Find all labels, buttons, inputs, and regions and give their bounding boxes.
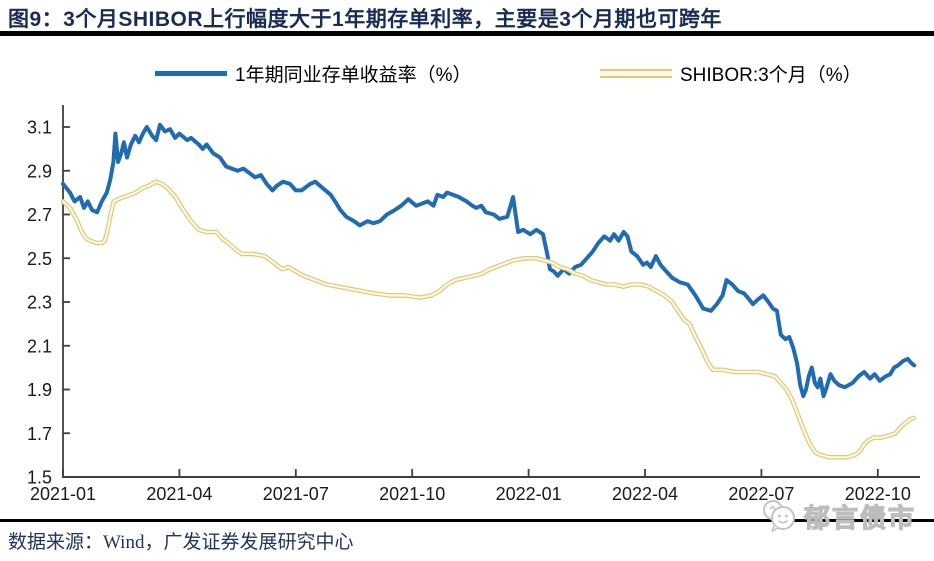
x-tick-label: 2021-10	[379, 484, 445, 504]
shibor-line-swatch-icon	[600, 68, 672, 78]
y-tick-label: 2.5	[27, 249, 52, 269]
y-tick-label: 2.3	[27, 293, 52, 313]
y-tick-label: 2.9	[27, 161, 52, 181]
x-tick-label: 2022-01	[496, 484, 562, 504]
y-tick-label: 1.7	[27, 424, 52, 444]
watermark: 郁言债市	[760, 497, 916, 535]
figure-title: 图9：3个月SHIBOR上行幅度大于1年期存单利率，主要是3个月期也可跨年	[8, 8, 722, 31]
x-tick-label: 2022-10	[845, 484, 911, 504]
legend-label-ncd: 1年期同业存单收益率（%）	[235, 64, 472, 86]
x-tick-label: 2021-01	[30, 484, 96, 504]
shibor-3m-line-highlight	[61, 180, 915, 459]
data-source: 数据来源：Wind，广发证券发展研究中心	[8, 532, 354, 553]
legend-item-shibor: SHIBOR:3个月（%）	[600, 60, 862, 86]
watermark-text: 郁言债市	[803, 502, 917, 533]
y-tick-label: 3.1	[27, 118, 52, 138]
legend-item-ncd: 1年期同业存单收益率（%）	[155, 60, 471, 86]
chat-bubble-face-icon	[763, 500, 795, 532]
title-divider	[0, 31, 934, 36]
ncd-line-swatch-icon	[155, 70, 227, 76]
y-tick-label: 2.1	[27, 336, 52, 356]
shibor-3m-line	[60, 179, 916, 460]
x-tick-label: 2021-04	[146, 484, 212, 504]
x-tick-label: 2021-07	[263, 484, 329, 504]
y-tick-label: 1.9	[27, 380, 52, 400]
footer-divider	[0, 519, 934, 522]
legend-label-shibor: SHIBOR:3个月（%）	[680, 64, 862, 86]
x-tick-label: 2022-07	[728, 484, 794, 504]
ncd-1y-line	[61, 122, 917, 399]
x-tick-label: 2022-04	[612, 484, 678, 504]
y-tick-label: 1.5	[27, 468, 52, 488]
y-tick-label: 2.7	[27, 205, 52, 225]
